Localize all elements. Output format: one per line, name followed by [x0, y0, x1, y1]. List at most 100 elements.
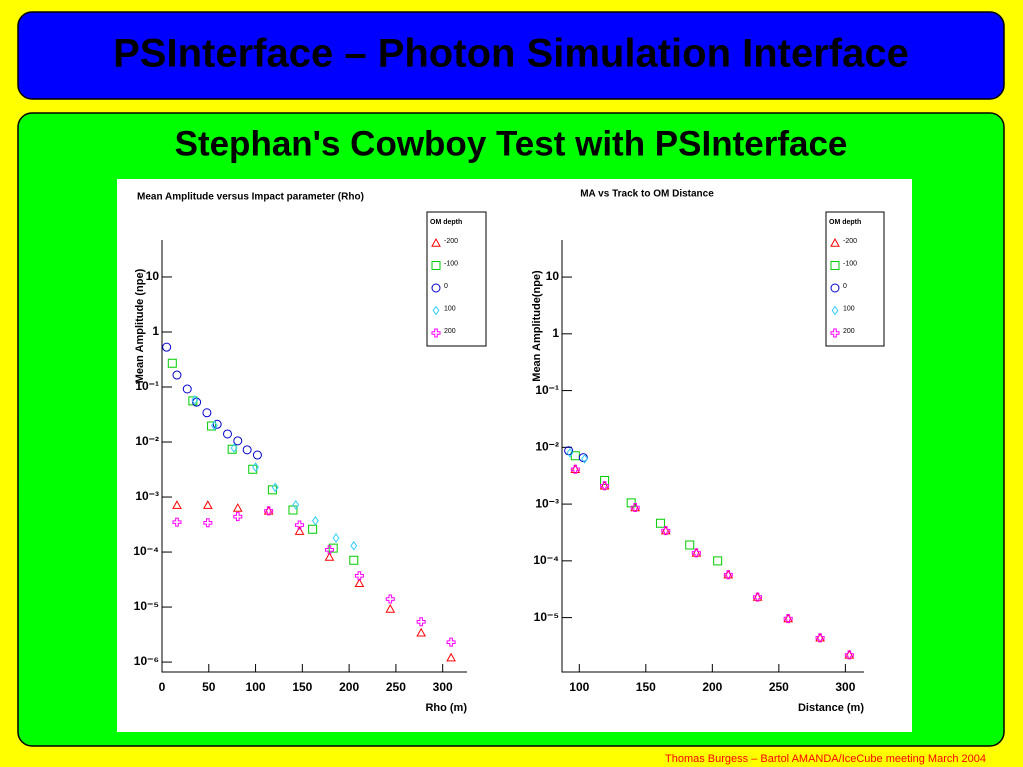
point	[844, 650, 854, 660]
legend-marker	[830, 261, 840, 270]
point	[252, 450, 262, 460]
header-title: PSInterface – Photon Simulation Interfac…	[113, 32, 909, 76]
point	[783, 614, 793, 624]
x-tick-label: 200	[339, 680, 359, 694]
point	[691, 547, 702, 557]
y-tick-label: 10⁻³	[535, 496, 559, 510]
point	[294, 526, 305, 535]
point	[661, 526, 671, 536]
point	[308, 524, 318, 534]
legend-marker	[431, 261, 441, 270]
y-tick-label: 10⁻³	[135, 489, 159, 503]
y-tick-label: 1	[152, 324, 159, 338]
point	[295, 520, 305, 530]
x-tick-label: 150	[636, 680, 656, 694]
point	[182, 384, 192, 394]
point	[691, 548, 701, 558]
point	[191, 395, 199, 405]
point	[685, 540, 695, 550]
chart-title: Mean Amplitude versus Impact parameter (…	[137, 192, 364, 203]
legend-marker	[431, 283, 441, 293]
legend-marker	[830, 283, 840, 293]
y-tick-label: 10⁻⁴	[533, 553, 559, 567]
y-axis-label: Mean Amplitude (npe)	[134, 268, 146, 383]
legend-label: 200	[843, 328, 855, 335]
legend-label: -100	[843, 260, 857, 267]
point	[385, 604, 396, 613]
point	[566, 447, 574, 458]
legend-label: -200	[444, 238, 458, 245]
point	[578, 453, 588, 463]
subtitle: Stephan's Cowboy Test with PSInterface	[175, 124, 848, 163]
y-tick-label: 10	[146, 269, 160, 283]
point	[271, 482, 279, 493]
x-tick-label: 300	[433, 680, 453, 694]
y-tick-label: 10⁻⁴	[133, 544, 159, 558]
x-axis-label: Rho (m)	[425, 702, 467, 714]
legend-marker	[431, 237, 441, 247]
y-tick-label: 10⁻⁵	[534, 610, 559, 624]
point	[328, 543, 338, 553]
point	[242, 445, 252, 455]
point	[167, 358, 177, 368]
x-tick-label: 300	[835, 680, 855, 694]
point	[723, 569, 734, 579]
legend-marker	[831, 305, 839, 316]
point	[570, 451, 580, 461]
point	[230, 443, 238, 453]
x-tick-label: 150	[292, 680, 312, 694]
point	[446, 652, 456, 662]
point	[564, 446, 574, 456]
x-tick-label: 100	[246, 680, 266, 694]
point	[713, 556, 723, 566]
y-tick-label: 10⁻²	[535, 440, 559, 454]
chart-title: MA vs Track to OM Distance	[580, 189, 714, 200]
x-tick-label: 250	[386, 680, 406, 694]
x-tick-label: 250	[769, 680, 789, 694]
legend-box	[825, 211, 885, 347]
point	[416, 627, 427, 637]
point	[192, 397, 202, 407]
point	[660, 525, 671, 535]
x-axis-label: Distance (m)	[798, 702, 864, 714]
point	[222, 429, 232, 439]
y-tick-label: 10⁻²	[135, 434, 159, 448]
point	[233, 436, 243, 446]
point	[815, 633, 825, 643]
header-box	[17, 11, 1005, 100]
legend-title: OM depth	[430, 219, 462, 226]
point	[324, 552, 335, 561]
plot-canvas	[117, 179, 912, 732]
legend-label: 200	[444, 328, 456, 335]
point	[207, 421, 217, 431]
point	[581, 453, 589, 464]
point	[570, 464, 580, 474]
point	[783, 613, 794, 623]
point	[202, 500, 213, 509]
point	[354, 571, 364, 581]
point	[753, 592, 763, 602]
point	[210, 420, 218, 431]
point	[264, 506, 274, 516]
x-tick-label: 50	[202, 680, 216, 694]
footer: Thomas Burgess – Bartol AMANDA/IceCube m…	[665, 753, 986, 765]
point	[172, 517, 182, 527]
legend-label: -100	[444, 260, 458, 267]
point	[626, 498, 636, 508]
y-tick-label: 10	[546, 269, 560, 283]
legend-label: -200	[843, 238, 857, 245]
legend-marker	[830, 237, 840, 247]
legend-title: OM depth	[829, 219, 861, 226]
y-tick-label: 10⁻⁶	[134, 654, 159, 668]
point	[324, 545, 334, 555]
point	[292, 500, 300, 510]
point	[233, 512, 243, 522]
point	[162, 342, 172, 352]
legend-label: 100	[843, 305, 855, 312]
point	[600, 481, 610, 491]
legend-marker	[830, 328, 840, 338]
point	[844, 649, 855, 659]
legend-label: 0	[444, 283, 448, 290]
